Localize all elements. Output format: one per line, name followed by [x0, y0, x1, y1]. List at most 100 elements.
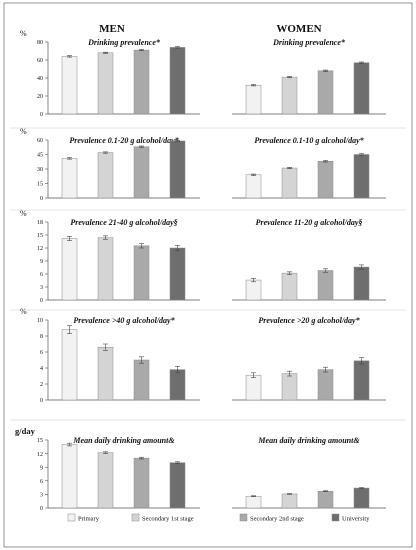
bar-1	[61, 444, 78, 509]
bar-2	[97, 237, 114, 301]
legend-label-1: Primary	[78, 516, 100, 523]
chart-title: Prevalence >40 g alcohol/day*	[73, 316, 175, 325]
bar-2	[281, 272, 298, 301]
y-axis-unit-label: %	[20, 307, 27, 316]
y-tick-label: 18	[37, 220, 43, 226]
y-tick-label: 15	[37, 182, 43, 188]
bar-1	[61, 329, 78, 401]
y-tick-label: 3	[40, 285, 43, 291]
y-tick-label: 0	[40, 112, 43, 118]
bar-1	[61, 158, 78, 199]
y-tick-label: 12	[37, 452, 43, 458]
y-tick-label: 9	[40, 259, 43, 265]
bar-1	[245, 374, 262, 401]
bar-1	[245, 174, 262, 199]
bar-3	[317, 270, 334, 301]
bar-2	[97, 452, 114, 509]
chart-title: Prevalence 21-40 g alcohol/day§	[70, 218, 177, 227]
y-tick-label: 3	[40, 493, 43, 499]
bar-3	[317, 161, 334, 199]
chart-title: Prevalence 0.1-10 g alcohol/day*	[254, 136, 364, 145]
y-tick-label: 0	[40, 196, 43, 202]
y-tick-label: 15	[37, 233, 43, 239]
y-tick-label: 60	[37, 58, 43, 64]
chart-title: Mean daily drinking amount&	[257, 436, 360, 445]
bar-4	[169, 462, 186, 509]
chart-women-1: Prevalence 0.1-10 g alcohol/day*	[232, 136, 386, 199]
y-tick-label: 6	[40, 479, 43, 485]
y-axis-unit-label: %	[20, 29, 27, 38]
chart-men-3: Prevalence >40 g alcohol/day*% 0 2 4 6 8 10	[20, 307, 200, 404]
bar-4	[169, 369, 186, 401]
legend-label-4: University	[342, 516, 370, 523]
legend-label-2: Secondary 1st stage	[142, 516, 194, 523]
y-tick-label: 4	[40, 366, 43, 372]
bar-3	[133, 457, 150, 509]
bar-2	[281, 167, 298, 199]
y-tick-label: 30	[37, 167, 43, 173]
bar-1	[61, 238, 78, 301]
bar-4	[169, 247, 186, 301]
chart-title: Mean daily drinking amount&	[72, 436, 175, 445]
y-tick-label: 20	[37, 94, 43, 100]
bar-2	[281, 493, 298, 509]
y-tick-label: 12	[37, 246, 43, 252]
bar-4	[353, 62, 370, 115]
y-tick-label: 0	[40, 398, 43, 404]
chart-men-1: Prevalence 0.1-20 g alcohol/day*% 0 15 30 45…	[20, 127, 200, 202]
chart-women-2: Prevalence 11-20 g alcohol/day§	[232, 218, 386, 301]
header-men: MEN	[99, 23, 125, 35]
chart-women-3: Prevalence >20 g alcohol/day*	[232, 316, 386, 401]
bar-4	[169, 140, 186, 199]
bar-1	[245, 84, 262, 115]
bar-3	[317, 369, 334, 401]
bar-3	[133, 49, 150, 115]
y-tick-label: 80	[37, 40, 43, 46]
legend: Primary Secondary 1st stage Secondary 2nd …	[67, 513, 370, 523]
y-tick-label: 15	[37, 438, 43, 444]
legend-swatch-3	[239, 513, 248, 522]
y-axis-unit-label: %	[20, 127, 27, 136]
bar-2	[97, 52, 114, 115]
y-tick-label: 9	[40, 465, 43, 471]
bar-3	[317, 70, 334, 115]
bar-3	[133, 359, 150, 401]
legend-swatch-1	[67, 513, 76, 522]
y-tick-label: 0	[40, 506, 43, 512]
bar-2	[97, 346, 114, 401]
y-tick-label: 6	[40, 272, 43, 278]
bar-3	[133, 245, 150, 301]
bar-4	[353, 487, 370, 509]
y-tick-label: 0	[40, 298, 43, 304]
bar-4	[353, 266, 370, 301]
y-tick-label: 10	[37, 318, 43, 324]
legend-swatch-2	[131, 513, 140, 522]
bar-4	[353, 360, 370, 401]
y-tick-label: 45	[37, 153, 43, 159]
bar-1	[245, 279, 262, 301]
legend-swatch-4	[331, 513, 340, 522]
chart-title: Prevalence 11-20 g alcohol/day§	[256, 218, 363, 227]
chart-title: Prevalence >20 g alcohol/day*	[258, 316, 360, 325]
bar-2	[281, 373, 298, 401]
chart-women-4: Mean daily drinking amount&	[232, 436, 386, 509]
y-tick-label: 60	[37, 138, 43, 144]
chart-women-0: Drinking prevalence*	[232, 38, 386, 115]
y-axis-unit-label: %	[20, 209, 27, 218]
bar-1	[245, 495, 262, 509]
chart-title: Drinking prevalence*	[272, 38, 346, 47]
y-tick-label: 6	[40, 350, 43, 356]
y-axis-unit-label: g/day	[15, 426, 36, 436]
y-tick-label: 2	[40, 382, 43, 388]
header-women: WOMEN	[276, 23, 321, 35]
bar-2	[281, 76, 298, 115]
legend-label-3: Secondary 2nd stage	[250, 516, 304, 523]
chart-title: Drinking prevalence*	[87, 38, 161, 47]
chart-men-0: Drinking prevalence*% 0 20 40 60 80	[20, 29, 200, 118]
bar-1	[61, 56, 78, 115]
chart-title: Prevalence 0.1-20 g alcohol/day*	[69, 136, 179, 145]
bar-3	[133, 146, 150, 199]
bar-3	[317, 490, 334, 509]
